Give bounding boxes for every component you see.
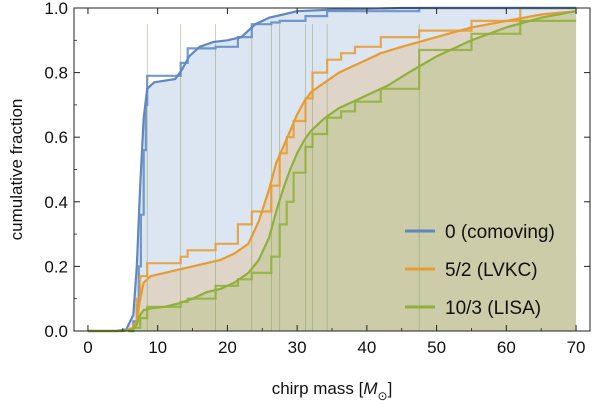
x-tick-label: 0: [83, 338, 92, 357]
y-axis-title: cumulative fraction: [7, 99, 26, 241]
x-tick-label: 10: [148, 338, 167, 357]
x-axis-title-suffix: ]: [388, 379, 393, 398]
x-tick-label: 50: [427, 338, 446, 357]
series-curves: [87, 6, 577, 333]
legend-label-5-2-lvkc: 5/2 (LVKC): [445, 260, 538, 281]
legend-label-10-3-lisa: 10/3 (LISA): [445, 298, 541, 319]
x-tick-label: 70: [567, 338, 586, 357]
y-tick-label: 0.6: [44, 128, 68, 147]
x-axis-title-subscript: ⊙: [378, 389, 388, 403]
x-tick-label: 40: [357, 338, 376, 357]
series-2-curve: [87, 10, 577, 333]
y-tick-label: 0.0: [44, 322, 68, 341]
series-fills: [87, 8, 577, 331]
x-tick-label: 20: [218, 338, 237, 357]
series-1-area: [87, 11, 577, 331]
series-2-step-line: [128, 19, 577, 333]
series-step-lines: [128, 6, 577, 333]
series-1-step-line: [128, 6, 577, 333]
series-0-step-line: [128, 6, 577, 333]
y-tick-label: 0.4: [44, 193, 68, 212]
x-axis-ticks: 0 10 20 30 40 50 60 70: [83, 8, 586, 357]
y-tick-label: 0.8: [44, 64, 68, 83]
x-axis-title-text: chirp mass [: [272, 379, 364, 398]
y-tick-label: 1.0: [44, 0, 68, 18]
x-tick-label: 60: [497, 338, 516, 357]
legend-label-0-comoving: 0 (comoving): [445, 222, 555, 243]
x-axis-title: chirp mass [M⊙]: [272, 379, 393, 403]
series-1-curve: [87, 10, 577, 333]
series-0-curve: [87, 6, 577, 333]
x-axis-title-symbol: M: [363, 379, 378, 398]
legend: 0 (comoving) 5/2 (LVKC) 10/3 (LISA): [405, 222, 555, 319]
x-tick-label: 30: [288, 338, 307, 357]
series-2-area: [87, 11, 577, 331]
y-tick-label: 0.2: [44, 257, 68, 276]
y-axis-ticks: 0.0 0.2 0.4 0.6 0.8 1.0: [44, 0, 590, 341]
